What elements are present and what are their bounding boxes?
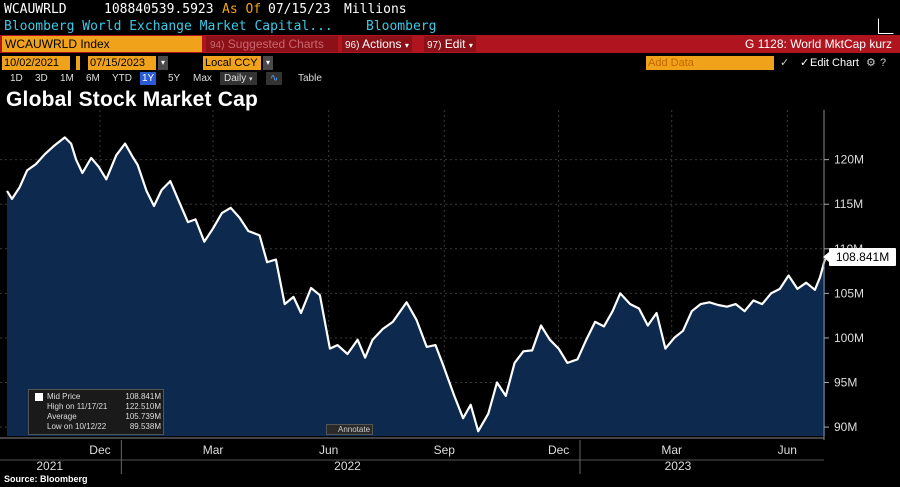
expand-window-icon[interactable] bbox=[878, 18, 894, 34]
legend-average: Average 105.739M bbox=[33, 412, 161, 422]
ticker-label: WCAUWRLD bbox=[4, 2, 67, 17]
range-separator bbox=[76, 56, 80, 70]
chart-title: Global Stock Market Cap bbox=[6, 88, 258, 111]
suggested-charts-label: Suggested Charts bbox=[227, 37, 324, 51]
average-value: 105.739M bbox=[125, 412, 161, 421]
period-ytd[interactable]: YTD bbox=[112, 73, 132, 84]
source-label: Source: Bloomberg bbox=[4, 474, 88, 484]
pencil-icon[interactable]: ✓ bbox=[780, 57, 790, 69]
chevron-down-icon: ▾ bbox=[404, 41, 409, 50]
market-cap-area bbox=[7, 137, 825, 436]
chevron-down-icon: ▾ bbox=[249, 76, 253, 83]
range-bar: 10/02/2021 07/15/2023 ▾ Local CCY ▾ Add … bbox=[0, 55, 900, 71]
actions-number: 96) bbox=[345, 40, 360, 51]
security-description: Bloomberg World Exchange Market Capital.… bbox=[4, 19, 333, 34]
units-label: Millions bbox=[344, 2, 407, 17]
period-5y[interactable]: 5Y bbox=[168, 73, 181, 84]
as-of-date: 07/15/23 bbox=[268, 2, 331, 17]
y-tick-label: 115M bbox=[834, 197, 863, 211]
frequency-select[interactable]: Daily ▾ bbox=[220, 72, 257, 85]
frequency-label: Daily bbox=[224, 73, 247, 84]
suggested-charts-number: 94) bbox=[210, 40, 225, 51]
edit-number: 97) bbox=[427, 40, 442, 51]
annotate-button[interactable]: Annotate bbox=[326, 424, 373, 435]
currency-field[interactable]: Local CCY bbox=[203, 56, 261, 70]
last-value-tag: 108.841M bbox=[823, 248, 896, 266]
market-cap-chart: 90M95M100M105M110M115M120M DecMarJunSepD… bbox=[0, 110, 864, 474]
settings-icon[interactable]: ⚙ bbox=[866, 57, 876, 69]
command-bar: WCAUWRLD Index 94) Suggested Charts 96) … bbox=[0, 35, 900, 53]
x-month-label: Sep bbox=[434, 443, 456, 457]
x-month-label: Mar bbox=[203, 443, 224, 457]
edit-chart-icon[interactable]: ✓ bbox=[800, 57, 810, 69]
period-1y[interactable]: 1Y bbox=[140, 72, 157, 85]
period-3d[interactable]: 3D bbox=[35, 73, 48, 84]
y-tick-label: 90M bbox=[834, 420, 857, 434]
edit-button[interactable]: 97) Edit ▾ bbox=[424, 36, 476, 52]
y-tick-label: 120M bbox=[834, 153, 864, 167]
y-tick-label: 100M bbox=[834, 331, 864, 345]
x-month-label: Jun bbox=[778, 443, 797, 457]
suggested-charts-button[interactable]: 94) Suggested Charts bbox=[206, 36, 338, 52]
table-view-button[interactable]: Table bbox=[298, 73, 322, 84]
security-field[interactable]: WCAUWRLD Index bbox=[2, 36, 202, 52]
source-name: Bloomberg bbox=[366, 19, 437, 34]
x-year-label: 2023 bbox=[665, 459, 692, 473]
x-month-label: Dec bbox=[89, 443, 110, 457]
legend-mid-price: Mid Price 108.841M bbox=[33, 392, 161, 402]
y-axis: 90M95M100M105M110M115M120M bbox=[823, 110, 864, 440]
legend-high: High on 11/17/21 122.510M bbox=[33, 402, 161, 412]
legend-low: Low on 10/12/22 89.538M bbox=[33, 422, 161, 432]
as-of-label: As Of bbox=[222, 2, 262, 17]
x-axis: Dec Mar Jun Sep Dec Mar Jun 2021 2022 2023 bbox=[0, 437, 824, 474]
mid-price-swatch bbox=[35, 393, 43, 401]
period-1d[interactable]: 1D bbox=[10, 73, 23, 84]
chart-view-icon[interactable]: ∿ bbox=[266, 72, 283, 85]
period-bar: 1D 3D 1M 6M YTD 1Y 5Y Max Daily ▾ ∿ Tabl… bbox=[0, 71, 900, 86]
y-tick-label: 95M bbox=[834, 376, 857, 390]
average-label: Average bbox=[47, 412, 77, 421]
chart-legend: Mid Price 108.841M High on 11/17/21 122.… bbox=[28, 389, 164, 435]
actions-button[interactable]: 96) Actions ▾ bbox=[342, 36, 412, 52]
market-cap-line bbox=[6, 136, 827, 433]
mid-price-label: Mid Price bbox=[47, 392, 81, 401]
end-date-field[interactable]: 07/15/2023 bbox=[88, 56, 156, 70]
last-value: 108840539.5923 bbox=[104, 2, 214, 17]
x-year-label: 2022 bbox=[334, 459, 361, 473]
low-label: Low on 10/12/22 bbox=[47, 422, 107, 431]
add-data-field[interactable]: Add Data bbox=[646, 56, 774, 70]
edit-chart-button[interactable]: Edit Chart bbox=[810, 57, 859, 69]
high-value: 122.510M bbox=[125, 402, 161, 411]
low-value: 89.538M bbox=[129, 422, 161, 431]
currency-dropdown-icon[interactable]: ▾ bbox=[263, 56, 273, 70]
high-label: High on 11/17/21 bbox=[47, 402, 108, 411]
graph-title: G 1128: World MktCap kurz bbox=[745, 37, 892, 51]
y-tick-label: 105M bbox=[834, 286, 864, 300]
x-month-label: Dec bbox=[548, 443, 569, 457]
calendar-dropdown-icon[interactable]: ▾ bbox=[158, 56, 168, 70]
x-month-label: Mar bbox=[661, 443, 682, 457]
period-6m[interactable]: 6M bbox=[86, 73, 100, 84]
mid-price-value: 108.841M bbox=[125, 392, 161, 401]
period-1m[interactable]: 1M bbox=[60, 73, 74, 84]
start-date-field[interactable]: 10/02/2021 bbox=[2, 56, 70, 70]
chevron-down-icon: ▾ bbox=[468, 41, 473, 50]
edit-label: Edit bbox=[444, 37, 466, 51]
help-icon[interactable]: ? bbox=[880, 57, 887, 69]
x-year-label: 2021 bbox=[36, 459, 63, 473]
x-month-label: Jun bbox=[319, 443, 338, 457]
actions-label: Actions bbox=[362, 37, 402, 51]
period-max[interactable]: Max bbox=[193, 73, 212, 84]
